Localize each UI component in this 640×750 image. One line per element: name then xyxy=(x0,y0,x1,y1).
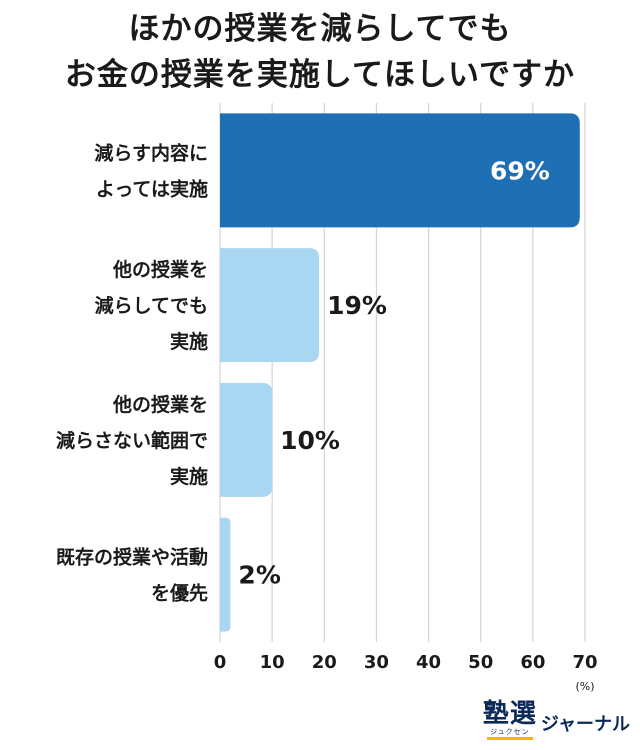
x-tick-label: 60 xyxy=(520,652,545,673)
bar xyxy=(220,382,273,497)
bar-value-label: 19% xyxy=(327,291,387,320)
chart-title-line-2: お金の授業を実施してほしいですか xyxy=(64,57,576,93)
chart-title-line-1: ほかの授業を減らしてでも xyxy=(128,11,512,47)
x-tick-label: 50 xyxy=(468,652,493,673)
x-tick-label: 10 xyxy=(260,652,285,673)
category-label: 減らしてでも xyxy=(95,294,208,317)
category-label: よっては実施 xyxy=(96,177,208,200)
logo-kanji: 塾選 xyxy=(482,699,537,729)
x-tick-label: 30 xyxy=(364,652,389,673)
category-label: 減らす内容に xyxy=(94,141,208,164)
bar-value-label: 2% xyxy=(238,561,280,590)
logo-word: ジャーナル xyxy=(540,714,630,735)
brand-logo: 塾選 ジュクセン ジャーナル xyxy=(483,701,630,740)
logo-stripe xyxy=(486,737,533,740)
category-label: 既存の授業や活動 xyxy=(56,546,208,569)
x-unit-label: (%) xyxy=(575,680,594,693)
category-label: 他の授業を xyxy=(112,393,208,416)
bar xyxy=(220,248,320,363)
logo-reading: ジュクセン xyxy=(490,728,530,736)
bar xyxy=(220,517,231,632)
category-label: 減らさない範囲で xyxy=(56,429,208,452)
x-tick-label: 0 xyxy=(214,652,227,673)
x-tick-label: 40 xyxy=(416,652,441,673)
category-label: 実施 xyxy=(170,465,208,488)
x-tick-label: 70 xyxy=(572,652,597,673)
bar-value-label: 10% xyxy=(280,426,340,455)
logo-mark: 塾選 ジュクセン xyxy=(483,701,537,740)
category-label: を優先 xyxy=(151,582,208,605)
bar-value-label: 69% xyxy=(490,156,550,185)
chart-title: ほかの授業を減らしてでも お金の授業を実施してほしいですか xyxy=(0,6,640,98)
bar xyxy=(220,113,580,228)
x-tick-label: 20 xyxy=(312,652,337,673)
category-label: 実施 xyxy=(170,330,208,353)
category-label: 他の授業を xyxy=(112,258,208,281)
